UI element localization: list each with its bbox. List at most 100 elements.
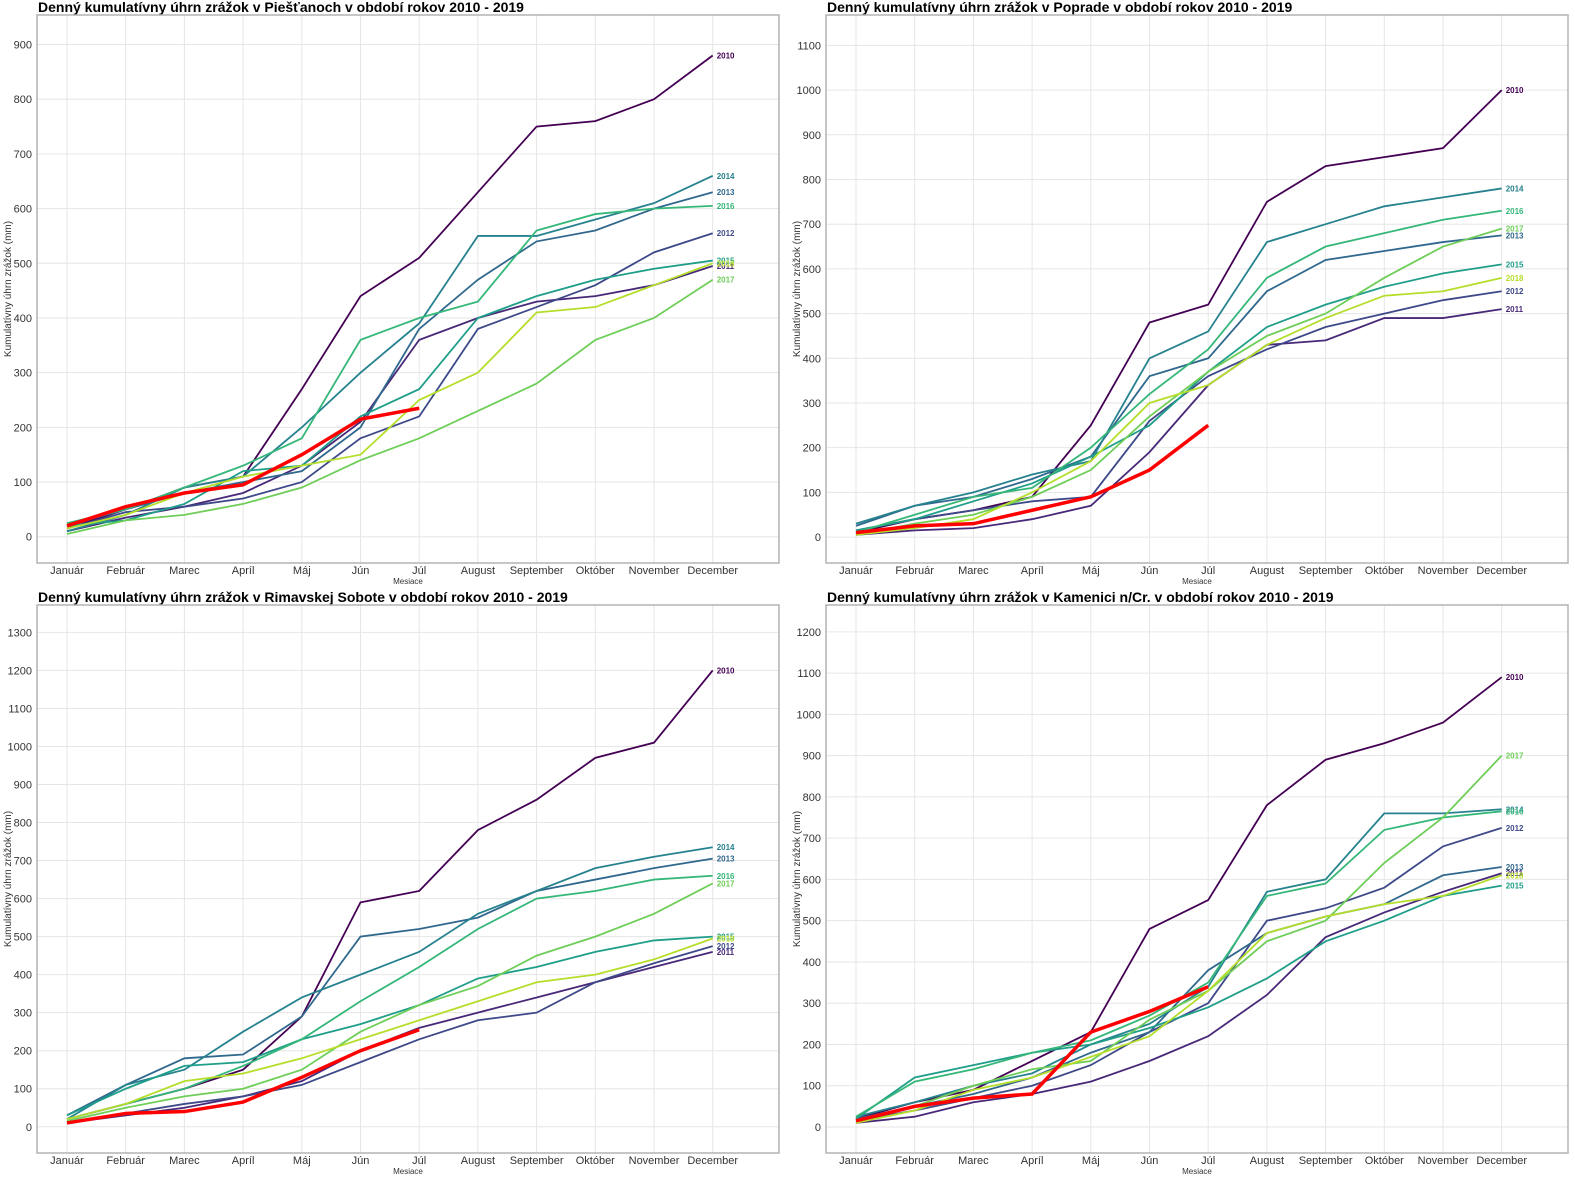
x-tick-label: Január [839,565,873,577]
y-tick-label: 400 [803,957,821,969]
x-tick-label: Jún [352,1155,370,1167]
series-line [855,290,1502,532]
x-tick-label: August [1250,1155,1284,1167]
series-end-label: 2018 [1506,871,1524,880]
y-tick-label: 600 [803,874,821,886]
x-tick-label: Júl [412,565,426,577]
x-tick-label: Október [576,565,615,577]
y-tick-label: 600 [14,894,32,906]
x-tick-label: Január [50,1155,84,1167]
plot-frame [825,14,1569,564]
series-line [855,676,1503,1120]
y-tick-label: 400 [14,313,32,325]
y-tick-label: 900 [803,751,821,763]
x-tick-label: Október [1365,565,1404,577]
x-tick-label: November [1418,565,1469,577]
series-end-label: 2014 [1506,805,1524,814]
y-tick-label: 500 [14,932,32,944]
x-tick-label: Máj [293,1155,311,1167]
series-line [66,265,713,533]
y-tick-label: 0 [26,532,32,544]
series-end-label: 2012 [717,942,735,951]
series-end-label: 2014 [717,843,735,852]
x-tick-label: December [687,565,738,577]
y-tick-label: 900 [803,130,821,142]
series-end-label: 2010 [717,51,735,60]
chart-panel: Denný kumulatívny úhrn zrážok v Kamenici… [792,589,1569,1176]
y-tick-label: 600 [14,204,32,216]
series-end-label: 2011 [717,262,735,271]
series-end-label: 2013 [1506,863,1524,872]
y-tick-label: 500 [803,916,821,928]
x-axis-label: Mesiace [393,577,423,586]
y-tick-label: 1200 [797,627,821,639]
series-end-label: 2018 [1506,274,1524,283]
x-tick-label: Marec [958,565,989,577]
x-tick-label: Marec [169,565,200,577]
series-end-label: 2014 [1506,184,1524,193]
x-tick-label: Január [839,1155,873,1167]
x-tick-label: Október [576,1155,615,1167]
x-tick-label: August [461,1155,495,1167]
x-tick-label: Október [1365,1155,1404,1167]
series-end-label: 2012 [1506,287,1524,296]
series-line [66,945,713,1124]
x-tick-label: Jún [1141,1155,1159,1167]
series-line [855,263,1502,532]
series-line [855,187,1502,525]
x-tick-label: Jún [352,565,370,577]
y-tick-label: 1200 [8,665,32,677]
x-tick-label: November [629,1155,680,1167]
x-tick-label: Máj [1082,565,1100,577]
y-tick-label: 900 [14,40,32,52]
y-tick-label: 300 [14,368,32,380]
series-end-label: 2013 [717,855,735,864]
x-tick-label: Apríl [1021,565,1044,577]
y-tick-label: 100 [14,1084,32,1096]
x-tick-label: August [1250,565,1284,577]
series-end-label: 2012 [1506,824,1524,833]
y-tick-label: 100 [14,477,32,489]
chart-title: Denný kumulatívny úhrn zrážok v Rimavske… [38,589,568,605]
series-line [66,278,714,535]
x-tick-label: Máj [1082,1155,1100,1167]
chart-panel: Denný kumulatívny úhrn zrážok v Piešťano… [3,0,780,586]
series-line [66,846,713,1120]
y-tick-label: 0 [815,532,821,544]
chart-panel: Denný kumulatívny úhrn zrážok v Poprade … [792,0,1569,586]
y-tick-label: 700 [14,856,32,868]
series-line [855,866,1502,1120]
y-tick-label: 300 [14,1008,32,1020]
x-tick-label: Apríl [232,565,255,577]
y-tick-label: 700 [803,219,821,231]
series-end-label: 2016 [1506,207,1524,216]
plot-frame [825,604,1569,1154]
y-tick-label: 200 [803,443,821,455]
series-line [855,227,1502,536]
y-tick-label: 0 [815,1122,821,1134]
series-end-label: 2017 [1506,752,1524,761]
chart-title: Denný kumulatívny úhrn zrážok v Kamenici… [827,589,1334,605]
series-end-label: 2014 [717,172,735,181]
x-tick-label: August [461,565,495,577]
series-line [66,882,714,1122]
series-line [66,669,714,1121]
series-line [66,857,713,1117]
y-tick-label: 700 [803,833,821,845]
series-line [66,204,713,524]
y-tick-label: 600 [803,264,821,276]
series-line [855,276,1502,536]
y-tick-label: 800 [14,94,32,106]
x-tick-label: Júl [412,1155,426,1167]
series-line [855,810,1502,1118]
y-tick-label: 1000 [797,709,821,721]
chart-title: Denný kumulatívny úhrn zrážok v Poprade … [827,0,1292,15]
series-end-label: 2015 [717,257,735,266]
x-tick-label: Február [895,1155,934,1167]
chart-panel: Denný kumulatívny úhrn zrážok v Rimavske… [3,589,780,1176]
x-tick-label: Apríl [232,1155,255,1167]
x-tick-label: Február [106,565,145,577]
series-line [855,308,1502,536]
series-line [855,884,1502,1120]
